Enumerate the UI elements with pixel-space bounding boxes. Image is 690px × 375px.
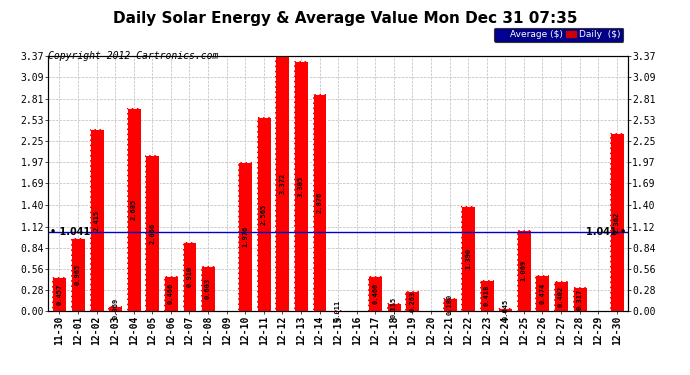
Text: 2.066: 2.066 — [149, 222, 155, 244]
Bar — [554, 281, 568, 311]
Text: 3.372: 3.372 — [279, 173, 286, 194]
Bar — [257, 117, 270, 311]
Text: Copyright 2012 Cartronics.com: Copyright 2012 Cartronics.com — [48, 51, 219, 61]
Bar — [71, 238, 85, 311]
Text: 0.460: 0.460 — [372, 283, 378, 304]
Bar — [108, 306, 122, 311]
Text: 0.045: 0.045 — [502, 299, 509, 320]
Bar — [294, 61, 308, 311]
Text: 2.876: 2.876 — [317, 192, 322, 213]
Text: 0.263: 0.263 — [409, 291, 415, 312]
Bar — [238, 162, 252, 311]
Text: 0.180: 0.180 — [446, 294, 453, 315]
Text: 0.115: 0.115 — [391, 296, 397, 318]
Text: 1.976: 1.976 — [242, 226, 248, 247]
Text: Daily Solar Energy & Average Value Mon Dec 31 07:35: Daily Solar Energy & Average Value Mon D… — [112, 11, 578, 26]
Text: 0.069: 0.069 — [112, 298, 118, 319]
Text: 0.402: 0.402 — [558, 285, 564, 307]
Bar — [535, 275, 549, 311]
Text: 0.603: 0.603 — [205, 278, 211, 299]
Text: 0.466: 0.466 — [168, 283, 174, 304]
Text: 0.011: 0.011 — [335, 300, 341, 321]
Text: 0.474: 0.474 — [540, 283, 546, 304]
Bar — [368, 276, 382, 311]
Text: 1.069: 1.069 — [521, 260, 527, 281]
Text: 2.415: 2.415 — [94, 209, 99, 231]
Text: 1.041 •: 1.041 • — [586, 228, 626, 237]
Bar — [498, 308, 512, 311]
Text: 0.910: 0.910 — [186, 266, 193, 288]
Legend: Average ($), Daily  ($): Average ($), Daily ($) — [494, 28, 623, 42]
Bar — [52, 277, 66, 311]
Text: 2.565: 2.565 — [261, 204, 267, 225]
Text: 2.685: 2.685 — [130, 199, 137, 220]
Text: 0.965: 0.965 — [75, 264, 81, 285]
Bar — [480, 280, 493, 311]
Text: • 1.041: • 1.041 — [50, 228, 90, 237]
Bar — [387, 303, 401, 311]
Bar — [406, 291, 420, 311]
Text: 0.317: 0.317 — [577, 289, 582, 310]
Text: 0.457: 0.457 — [57, 284, 63, 304]
Bar — [461, 206, 475, 311]
Bar — [610, 132, 624, 311]
Text: 3.305: 3.305 — [298, 176, 304, 197]
Bar — [331, 310, 345, 311]
Bar — [90, 129, 104, 311]
Text: 0.418: 0.418 — [484, 285, 490, 306]
Bar — [201, 266, 215, 311]
Bar — [442, 298, 457, 311]
Bar — [573, 287, 586, 311]
Bar — [313, 94, 326, 311]
Bar — [127, 108, 141, 311]
Bar — [146, 155, 159, 311]
Text: 2.362: 2.362 — [613, 211, 620, 232]
Bar — [517, 230, 531, 311]
Bar — [164, 276, 178, 311]
Bar — [183, 242, 197, 311]
Text: 1.390: 1.390 — [465, 248, 471, 269]
Bar — [275, 56, 289, 311]
